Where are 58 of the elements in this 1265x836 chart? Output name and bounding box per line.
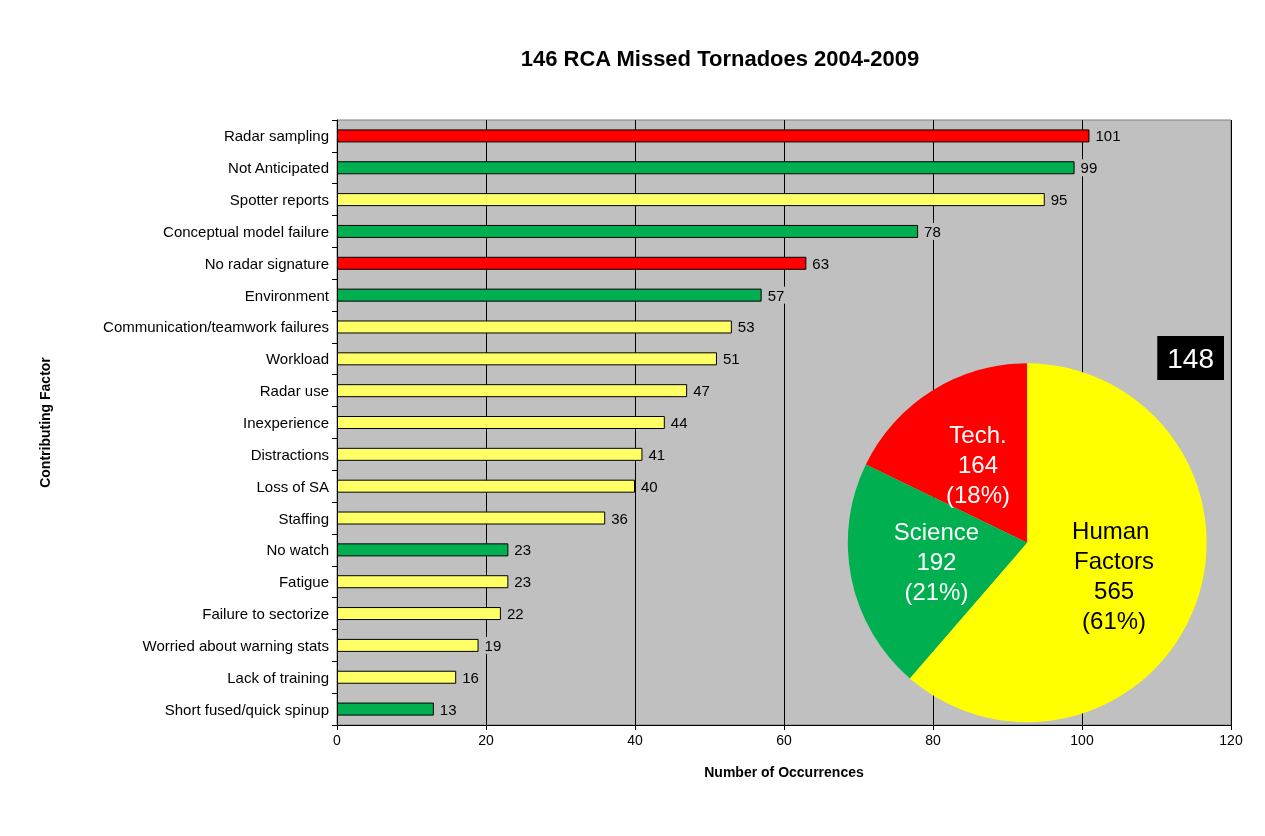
y-tick-label: Short fused/quick spinup	[164, 700, 329, 718]
x-tick-label: 100	[1070, 732, 1094, 748]
x-tick-label: 0	[333, 732, 342, 748]
data-label: 22	[506, 605, 524, 623]
y-tick-label: Inexperience	[243, 414, 329, 431]
slice-label: Science	[893, 517, 980, 545]
y-tick-label: No watch	[266, 541, 329, 559]
data-label: 19	[484, 636, 502, 654]
x-tick-label: 80	[925, 732, 941, 748]
y-tick-label: Not Anticipated	[228, 159, 329, 177]
slice-label: Human Factors	[1072, 516, 1157, 574]
data-label: 23	[514, 541, 532, 559]
y-tick-label: Spotter reports	[229, 191, 329, 209]
y-tick-label: Loss of SA	[256, 477, 329, 495]
bar	[337, 670, 457, 684]
y-tick-label: Lack of training	[227, 668, 329, 686]
data-label: 192 (21%)	[904, 547, 969, 605]
data-label: 16	[462, 668, 479, 686]
data-label: 23	[514, 573, 532, 591]
chart-title: 146 RCA Missed Tornadoes 2004-2009	[520, 45, 920, 71]
annotation: 148	[1167, 342, 1214, 374]
y-tick-label: Failure to sectorize	[202, 605, 329, 623]
y-tick-label: No radar signature	[204, 254, 329, 272]
data-label: 95	[1050, 191, 1068, 209]
data-label: 40	[641, 477, 658, 495]
y-tick-label: Radar use	[259, 382, 329, 400]
data-label: 51	[722, 350, 740, 368]
y-tick-label: Fatigue	[278, 573, 329, 591]
x-tick-label: 60	[776, 732, 792, 748]
y-tick-label: Distractions	[250, 445, 329, 463]
data-label: 78	[924, 222, 941, 240]
data-label: 47	[693, 382, 710, 400]
data-label: 41	[648, 445, 666, 463]
y-tick-label: Workload	[265, 350, 329, 368]
data-label: 44	[670, 414, 688, 431]
x-tick-label: 20	[478, 732, 494, 748]
bar	[337, 702, 434, 716]
data-label: 53	[737, 318, 755, 336]
slice-label: Tech.	[949, 420, 1007, 448]
x-tick-label: 40	[627, 732, 643, 748]
data-label: 101	[1095, 127, 1121, 145]
x-tick-label: 120	[1219, 732, 1243, 748]
data-label: 36	[611, 509, 628, 527]
y-tick-label: Radar sampling	[223, 127, 329, 145]
bar	[337, 638, 479, 652]
y-axis-title: Contributing Factor	[37, 356, 53, 488]
y-tick-label: Communication/teamwork failures	[103, 318, 329, 336]
data-label: 99	[1080, 159, 1098, 177]
data-label: 164 (18%)	[945, 450, 1011, 508]
data-label: 13	[439, 700, 457, 718]
y-tick-label: Environment	[244, 286, 330, 304]
y-tick-label: Worried about warning stats	[142, 636, 329, 654]
x-axis-title: Number of Occurrences	[704, 764, 864, 780]
data-label: 63	[812, 254, 830, 272]
data-label: 57	[767, 286, 785, 304]
y-tick-label: Staffing	[278, 509, 329, 527]
y-tick-label: Conceptual model failure	[163, 222, 329, 240]
data-label: 565 (61%)	[1082, 576, 1147, 634]
